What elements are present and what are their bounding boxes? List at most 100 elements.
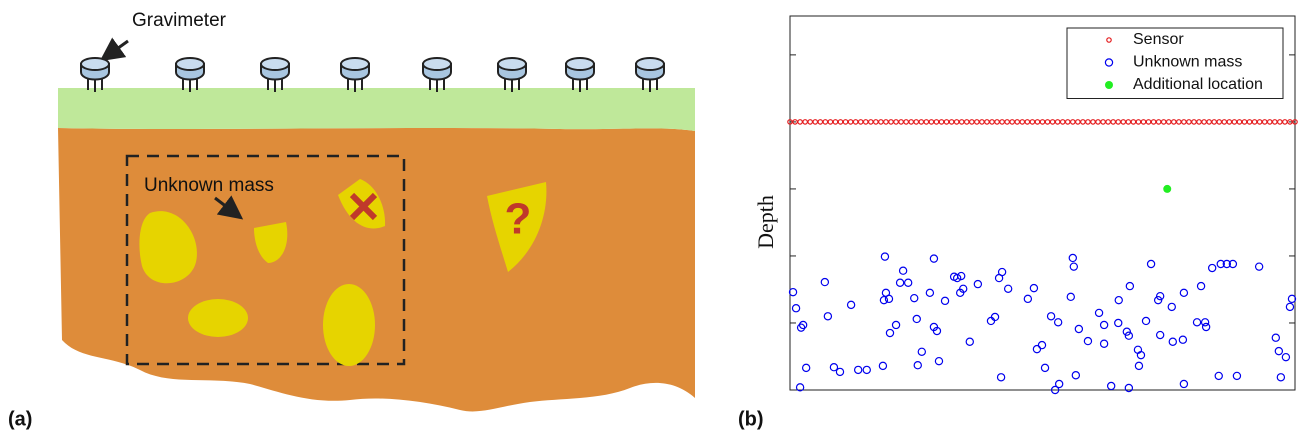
point — [1136, 120, 1140, 124]
gravimeter-top — [176, 58, 204, 70]
point — [1288, 295, 1295, 302]
topsoil — [58, 88, 695, 131]
point — [1187, 120, 1191, 124]
point — [929, 120, 933, 124]
point — [1045, 120, 1049, 124]
gravimeter-top — [498, 58, 526, 70]
point — [1091, 120, 1095, 124]
point — [1193, 319, 1200, 326]
point — [985, 120, 989, 124]
point — [859, 120, 863, 124]
point — [1115, 297, 1122, 304]
point — [838, 120, 842, 124]
gravimeter — [261, 58, 289, 92]
gravimeter — [566, 58, 594, 92]
point — [1115, 319, 1122, 326]
point — [900, 267, 907, 274]
legend-label: Unknown mass — [1133, 54, 1242, 71]
point — [894, 120, 898, 124]
point — [904, 120, 908, 124]
unknown-mass-label: Unknown mass — [144, 175, 274, 196]
point — [990, 120, 994, 124]
point — [1263, 120, 1267, 124]
panel-label: (a) — [8, 408, 32, 430]
point — [886, 329, 893, 336]
gravimeter — [423, 58, 451, 92]
point — [1141, 120, 1145, 124]
chart: (b) Depth SensorUnknown massAdditional l… — [738, 16, 1297, 430]
point — [1168, 303, 1175, 310]
point — [974, 281, 981, 288]
point — [880, 297, 887, 304]
point — [1162, 120, 1166, 124]
point — [1197, 283, 1204, 290]
point — [823, 120, 827, 124]
legend: SensorUnknown massAdditional location — [1067, 28, 1283, 99]
point — [1047, 313, 1054, 320]
point — [1126, 120, 1130, 124]
point — [1126, 283, 1133, 290]
point — [1040, 120, 1044, 124]
point — [1096, 120, 1100, 124]
point — [1131, 120, 1135, 124]
point — [995, 120, 999, 124]
mass-blob — [188, 299, 248, 337]
point — [1095, 309, 1102, 316]
point — [930, 255, 937, 262]
point — [1005, 120, 1009, 124]
point — [914, 120, 918, 124]
point — [1217, 120, 1221, 124]
point — [889, 120, 893, 124]
legend-label: Additional location — [1133, 76, 1263, 93]
point — [1282, 354, 1289, 361]
page: { "diagram": { "panel_label": "(a)", "gr… — [0, 0, 1298, 434]
point — [1163, 185, 1171, 193]
point — [848, 301, 855, 308]
point — [926, 289, 933, 296]
point — [997, 374, 1004, 381]
point — [1101, 340, 1108, 347]
gravimeter-label: Gravimeter — [132, 10, 227, 31]
point — [855, 366, 862, 373]
point — [944, 120, 948, 124]
point — [1070, 263, 1077, 270]
point — [1252, 120, 1256, 124]
point — [798, 120, 802, 124]
panel-label: (b) — [738, 408, 764, 430]
point — [935, 358, 942, 365]
point — [803, 364, 810, 371]
point — [1000, 120, 1004, 124]
point — [874, 120, 878, 124]
point — [843, 120, 847, 124]
point — [1055, 319, 1062, 326]
legend-marker — [1105, 81, 1113, 89]
point — [1237, 120, 1241, 124]
point — [1061, 120, 1065, 124]
point — [960, 120, 964, 124]
point — [1075, 325, 1082, 332]
point — [954, 120, 958, 124]
gravimeter-top — [636, 58, 664, 70]
gravimeter-top — [423, 58, 451, 70]
point — [833, 120, 837, 124]
point — [864, 120, 868, 124]
point — [909, 120, 913, 124]
point — [1025, 120, 1029, 124]
gravimeter-top — [341, 58, 369, 70]
point — [1050, 120, 1054, 124]
point — [924, 120, 928, 124]
point — [896, 279, 903, 286]
point — [1277, 374, 1284, 381]
point — [1283, 120, 1287, 124]
point — [1086, 120, 1090, 124]
point — [1121, 120, 1125, 124]
point — [1227, 120, 1231, 124]
point — [1101, 120, 1105, 124]
gravimeter-top — [261, 58, 289, 70]
point — [1169, 338, 1176, 345]
point — [1202, 120, 1206, 124]
diagram: ? Gravimeter Unknown mass (a) — [8, 10, 695, 430]
point — [1247, 120, 1251, 124]
gravimeter-top — [566, 58, 594, 70]
point — [1156, 120, 1160, 124]
